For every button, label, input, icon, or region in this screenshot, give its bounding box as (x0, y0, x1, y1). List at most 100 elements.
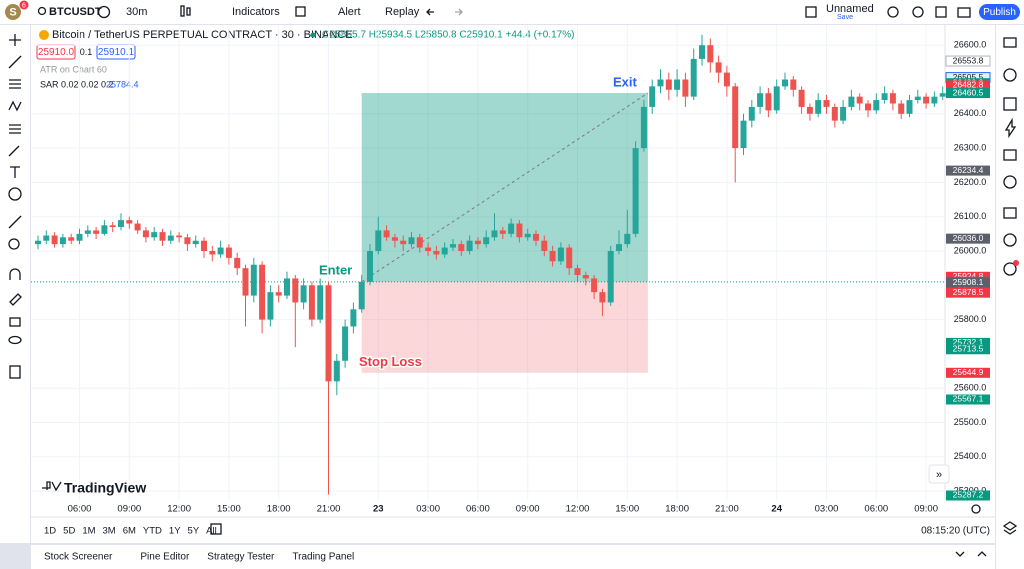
range-button[interactable]: 1D (44, 526, 56, 537)
x-tick-label: 23 (373, 504, 384, 515)
candle-body (931, 96, 938, 104)
quick-search[interactable] (887, 6, 899, 18)
badge (19, 0, 29, 10)
panel-tab[interactable]: Pine Editor (140, 552, 190, 563)
panel-controls[interactable] (955, 551, 987, 557)
candle-body (649, 86, 656, 107)
scroll-to-latest[interactable] (928, 464, 950, 484)
date-range-button[interactable] (210, 523, 222, 535)
panel-tab[interactable]: Trading Panel (292, 552, 354, 563)
price-label-box (946, 233, 990, 244)
projection-tool[interactable] (9, 124, 21, 134)
watchlist-button[interactable] (1003, 37, 1017, 48)
symbol[interactable]: BTCUSDT (49, 6, 102, 18)
range-button[interactable]: 5Y (188, 526, 200, 537)
candle-body (748, 106, 755, 121)
right-toolbar (996, 25, 1024, 569)
chat-button[interactable] (1003, 207, 1017, 219)
candle-body (151, 232, 158, 238)
publish-label: Publish (983, 7, 1016, 18)
range-button[interactable]: 1Y (169, 526, 181, 537)
alert-button[interactable]: Alert (338, 6, 361, 18)
range-button[interactable]: 3M (103, 526, 116, 537)
hotlist-button[interactable] (1004, 117, 1017, 139)
candle-body (632, 148, 639, 234)
x-tick-label: 06:00 (864, 504, 888, 515)
price-label: 26234.4 (953, 165, 984, 175)
fullscreen-button[interactable] (935, 6, 947, 18)
text-tool[interactable] (10, 166, 20, 178)
y-tick-label: 25600.0 (954, 383, 987, 393)
avatar-letter: S (9, 6, 16, 18)
layouts-button[interactable] (295, 6, 306, 17)
undo-button[interactable] (426, 8, 434, 16)
redo-button[interactable] (455, 8, 463, 16)
calendar-button[interactable] (1003, 149, 1017, 161)
scroll-arrow: » (936, 469, 942, 481)
x-tick-label: 12:00 (566, 504, 590, 515)
settings-button[interactable] (912, 6, 924, 18)
indicators-button[interactable]: Indicators (232, 6, 280, 18)
lock-tool[interactable] (9, 317, 21, 327)
data-window-button[interactable] (1003, 97, 1017, 111)
snapshot-button[interactable] (957, 7, 971, 18)
replay-button[interactable]: Replay (385, 6, 420, 18)
range-button[interactable]: 5D (63, 526, 75, 537)
measure-tool[interactable] (8, 215, 22, 229)
compare-button[interactable] (97, 5, 111, 19)
candle-body (624, 233, 631, 245)
symbol-logo (39, 30, 49, 40)
search-icon[interactable] (37, 6, 47, 16)
candle-body (416, 237, 423, 248)
layers-button[interactable] (1002, 521, 1018, 535)
news-button[interactable] (1003, 175, 1017, 189)
publish-button[interactable] (979, 4, 1020, 20)
candle-body (782, 79, 788, 87)
left-toolbar (0, 25, 30, 543)
price-label-box (946, 287, 990, 298)
range-button[interactable]: YTD (143, 526, 162, 537)
candle-body (840, 106, 847, 121)
streams-button[interactable] (1003, 262, 1017, 276)
y-tick-label: 26000.0 (954, 245, 987, 255)
fib-tool[interactable] (9, 79, 21, 89)
magnet-tool[interactable] (9, 268, 21, 280)
y-tick-label: 26100.0 (954, 211, 987, 221)
candle-body (889, 93, 896, 104)
candle-body (308, 285, 315, 320)
layout-name[interactable]: Unnamed (826, 3, 874, 15)
axis-settings[interactable] (971, 504, 981, 514)
price-label-box (946, 344, 990, 355)
drawing-tools (8, 34, 22, 379)
candle-body (690, 58, 697, 97)
hide-tool[interactable] (8, 335, 22, 345)
candle-body (176, 235, 183, 238)
range-button[interactable]: 6M (123, 526, 136, 537)
alerts-button[interactable] (1003, 68, 1017, 82)
interval[interactable]: 30m (126, 6, 147, 18)
price-label-box (946, 80, 990, 91)
ideas-button[interactable] (1003, 233, 1017, 247)
candle-body (259, 264, 266, 320)
candle-body (167, 235, 174, 241)
candle-body (333, 360, 340, 382)
panel-tab[interactable]: Stock Screener (44, 552, 113, 563)
remove-tool[interactable] (9, 365, 21, 379)
trend-line-tool[interactable] (8, 55, 22, 69)
chart-type-button[interactable] (180, 5, 185, 17)
range-button[interactable]: 1M (82, 526, 95, 537)
stay-drawing-tool[interactable] (9, 293, 22, 306)
icon-tool[interactable] (8, 187, 22, 201)
zoom-tool[interactable] (8, 238, 20, 250)
panel-tab[interactable]: Strategy Tester (207, 552, 275, 563)
candle-body (93, 230, 100, 234)
pattern-tool[interactable] (8, 100, 22, 112)
brush-tool[interactable] (8, 145, 20, 157)
candle-body (250, 264, 257, 296)
price-label: 26036.0 (953, 233, 984, 243)
live-dot (1013, 260, 1019, 266)
market-status (310, 32, 316, 38)
crosshair-tool[interactable] (9, 34, 21, 46)
avatar[interactable] (5, 4, 21, 20)
save-status[interactable]: Save (837, 14, 853, 21)
